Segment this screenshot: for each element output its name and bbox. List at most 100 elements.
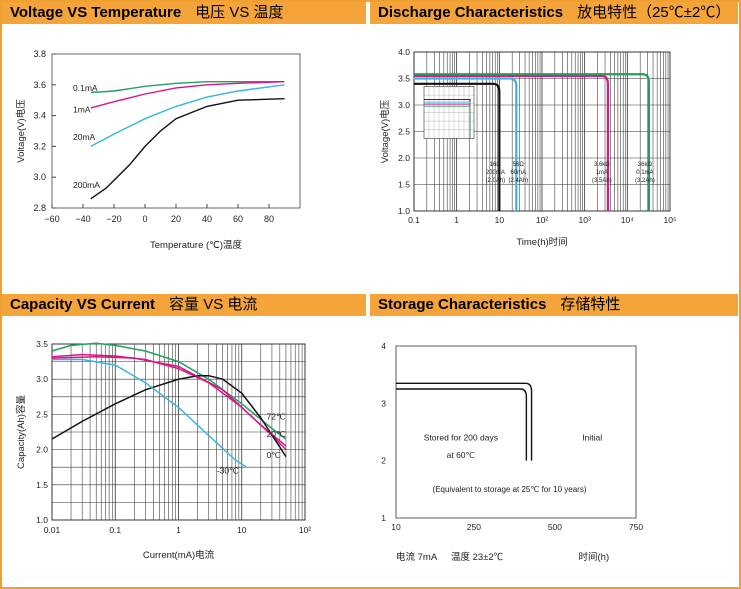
x-axis-label: Time(h)时间: [516, 236, 567, 248]
y-tick-label: 2.0: [398, 153, 410, 163]
x-tick-label: 10: [495, 215, 505, 225]
x-tick-label: 1: [454, 215, 459, 225]
series-line: [51, 342, 287, 440]
y-tick-label: 1.0: [36, 515, 48, 525]
series-line: [90, 98, 285, 200]
y-tick-label: 1.0: [398, 206, 410, 216]
series-label: 1mA: [73, 105, 91, 115]
series-annotation: 60mA: [510, 170, 526, 176]
series-line: [414, 82, 501, 211]
x-tick-label: −60: [44, 214, 59, 224]
series-annotation: (2.0Ah): [485, 178, 505, 184]
x-tick-label: −20: [106, 214, 121, 224]
y-tick-label: 4: [381, 341, 386, 351]
y-tick-label: 2.8: [33, 203, 46, 213]
series-annotation: 0.1mA: [636, 170, 653, 176]
y-tick-label: 3.0: [36, 374, 48, 384]
stored-label: at 60℃: [447, 450, 476, 460]
x-tick-label: 1: [176, 525, 181, 535]
stored-label: Stored for 200 days: [424, 433, 498, 443]
x-tick-label: 10²: [536, 215, 548, 225]
header-title-en: Capacity VS Current: [10, 296, 156, 313]
header-storage: Storage Characteristics 存储特性: [370, 294, 738, 316]
x-tick-label: 0: [142, 214, 147, 224]
header-title-cn: 电压 VS 温度: [195, 4, 284, 21]
x-tick-label: 0.1: [109, 525, 121, 535]
y-tick-label: 4.0: [398, 47, 410, 57]
y-tick-label: 3.4: [33, 111, 46, 121]
series-line: [396, 388, 528, 461]
footer-time: 时间(h): [579, 551, 610, 563]
header-title-cn: 存储特性: [560, 296, 621, 313]
y-tick-label: 3.6: [33, 80, 46, 90]
discharge-chart: 1.0 1.5 2.0 2.5 3.0 3.5 4.0 0.1 1 10 10² 10³ 10⁴ 10⁵ T…: [379, 47, 677, 248]
header-title-cn: 容量 VS 电流: [169, 296, 258, 313]
series-annotation: (3.5Ah): [592, 178, 612, 184]
series-annotation: 56Ω: [513, 162, 525, 168]
series-label: 20℃: [267, 429, 286, 439]
x-tick-label: 0.01: [44, 525, 61, 535]
x-tick-label: −40: [75, 214, 90, 224]
y-tick-label: 3: [381, 398, 386, 408]
series-line: [52, 358, 248, 468]
series-line: [90, 84, 285, 148]
series-label: 20mA: [73, 132, 96, 142]
series-line: [90, 81, 285, 94]
y-tick-label: 2.5: [36, 409, 48, 419]
x-tick-label: 0.1: [408, 215, 420, 225]
series-label: 200mA: [73, 180, 100, 190]
x-tick-label: 750: [629, 522, 643, 532]
x-tick-label: 60: [233, 214, 243, 224]
header-capacity-current: Capacity VS Current 容量 VS 电流: [2, 294, 366, 316]
x-axis-label: Current(mA)电流: [143, 549, 215, 561]
series-line: [414, 74, 609, 211]
y-tick-label: 3.8: [33, 49, 46, 59]
y-axis-label: Voltage(V)电压: [15, 99, 27, 163]
footer-temperature: 温度 23±2℃: [451, 551, 504, 563]
y-tick-label: 1.5: [36, 480, 48, 490]
storage-chart: 1 2 3 4 10 250 500 750 Stored for 200 days at 60℃…: [381, 341, 643, 563]
x-tick-label: 80: [264, 214, 274, 224]
capacity-current-chart: 1.0 1.5 2.0 2.5 3.0 3.5 0.01 0.1 1 10 10² Current(m…: [15, 339, 311, 561]
footer-current: 电流 7mA: [396, 551, 438, 563]
y-tick-label: 3.0: [33, 172, 46, 182]
series-annotation: (3.2Ah): [635, 178, 655, 184]
x-tick-label: 10⁴: [621, 215, 634, 225]
x-tick-label: 250: [467, 522, 481, 532]
header-title-en: Voltage VS Temperature: [10, 4, 182, 21]
series-line: [90, 81, 285, 109]
initial-label: Initial: [582, 433, 602, 443]
header-title-en: Discharge Characteristics: [378, 4, 564, 21]
y-tick-label: 2.5: [398, 127, 410, 137]
y-tick-label: 3.5: [36, 339, 48, 349]
y-axis-label: Voltage(V)电压: [379, 99, 391, 163]
equivalent-note: (Equivalent to storage at 25℃ for 10 yea…: [433, 485, 587, 494]
y-tick-label: 3.0: [398, 100, 410, 110]
series-label: 0.1mA: [73, 83, 98, 93]
x-tick-label: 10: [237, 525, 247, 535]
header-voltage-temperature: Voltage VS Temperature 电压 VS 温度: [2, 2, 366, 24]
x-tick-label: 10⁵: [664, 215, 677, 225]
series-annotation: 16Ω: [490, 162, 502, 168]
y-axis-label: Capacity(Ah)容量: [15, 395, 27, 469]
series-annotation: (2.4Ah): [508, 178, 528, 184]
x-tick-label: 10²: [299, 525, 311, 535]
header-title-en: Storage Characteristics: [378, 296, 547, 313]
series-label: 0℃: [267, 450, 282, 460]
series-line: [51, 355, 287, 447]
series-line: [414, 73, 650, 211]
series-annotation: 200mA: [486, 170, 505, 176]
series-label: 72℃: [267, 411, 286, 421]
y-tick-label: 2.0: [36, 445, 48, 455]
y-tick-label: 1.5: [398, 180, 410, 190]
plot-frame: [395, 345, 637, 519]
header-discharge: Discharge Characteristics 放电特性（25℃±2℃）: [370, 2, 738, 24]
series-label: -30℃: [217, 466, 239, 476]
y-tick-label: 3.5: [398, 74, 410, 84]
header-title-cn: 放电特性（25℃±2℃）: [577, 4, 731, 21]
inset-series: [424, 105, 471, 139]
y-tick-label: 3.2: [33, 141, 46, 151]
series-annotation: 3.6kΩ: [594, 162, 610, 168]
x-tick-label: 10³: [579, 215, 591, 225]
x-axis-label: Temperature (℃)温度: [150, 239, 242, 251]
